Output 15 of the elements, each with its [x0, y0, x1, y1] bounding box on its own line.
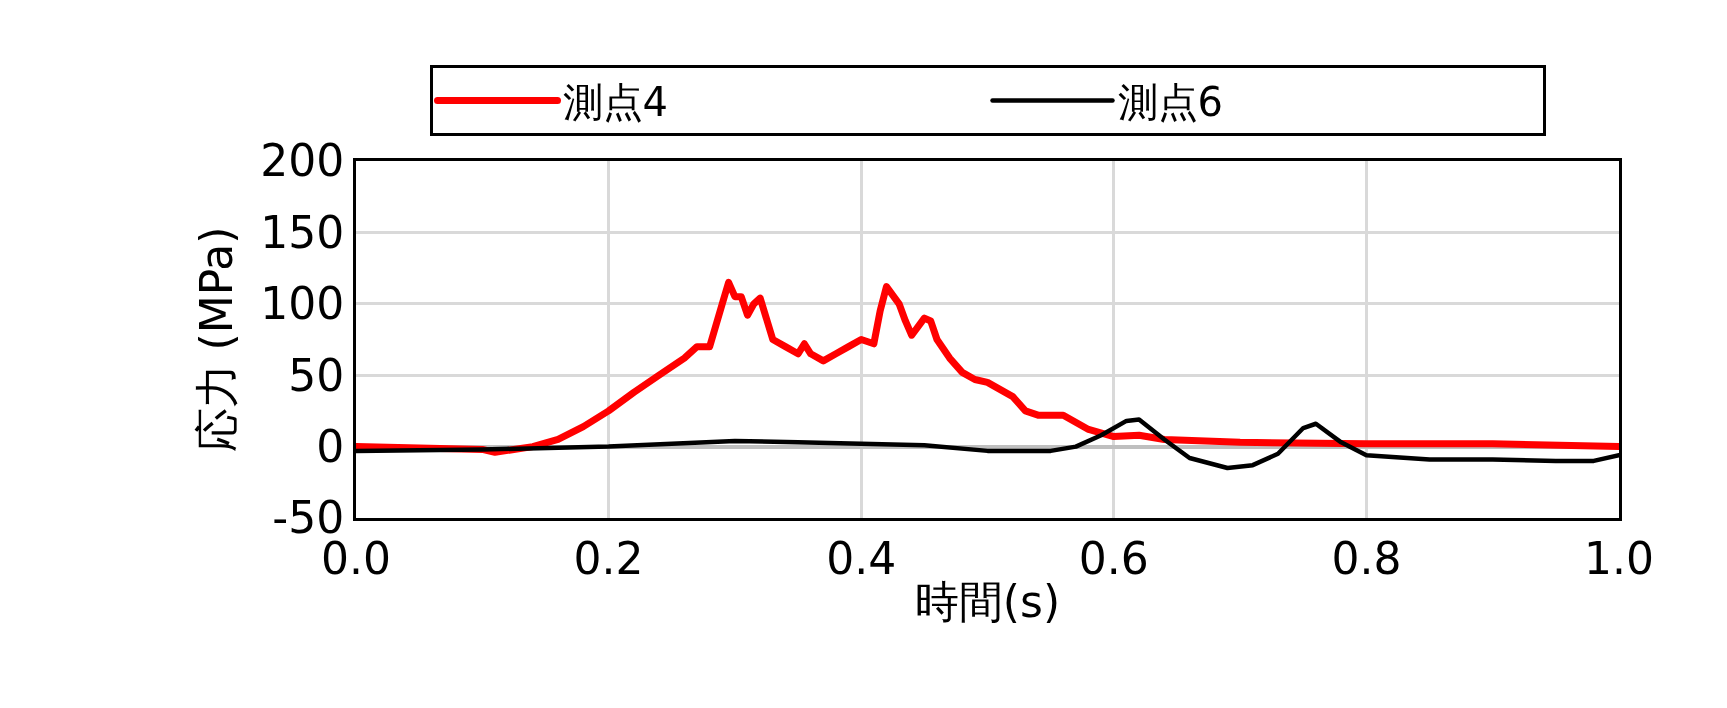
y-tick-label: 50	[288, 349, 345, 401]
line-series	[356, 417, 1619, 471]
x-tick-label: 0.8	[1331, 532, 1402, 584]
x-tick-label: 1.0	[1584, 532, 1654, 584]
y-tick-label: 150	[260, 206, 345, 258]
x-axis-title: 時間(s)	[914, 576, 1061, 628]
x-tick-label: 0.4	[826, 532, 897, 584]
x-tick-label: 0.6	[1078, 532, 1149, 584]
legend-label: 測点6	[1117, 79, 1223, 126]
y-tick-label: 0	[316, 421, 345, 472]
y-tick-label: 100	[260, 278, 345, 330]
y-axis-title: 応力 (MPa)	[191, 226, 243, 453]
y-tick-label: 200	[260, 135, 345, 187]
legend-label: 測点4	[562, 79, 668, 126]
x-tick-label: 0.2	[573, 532, 644, 584]
